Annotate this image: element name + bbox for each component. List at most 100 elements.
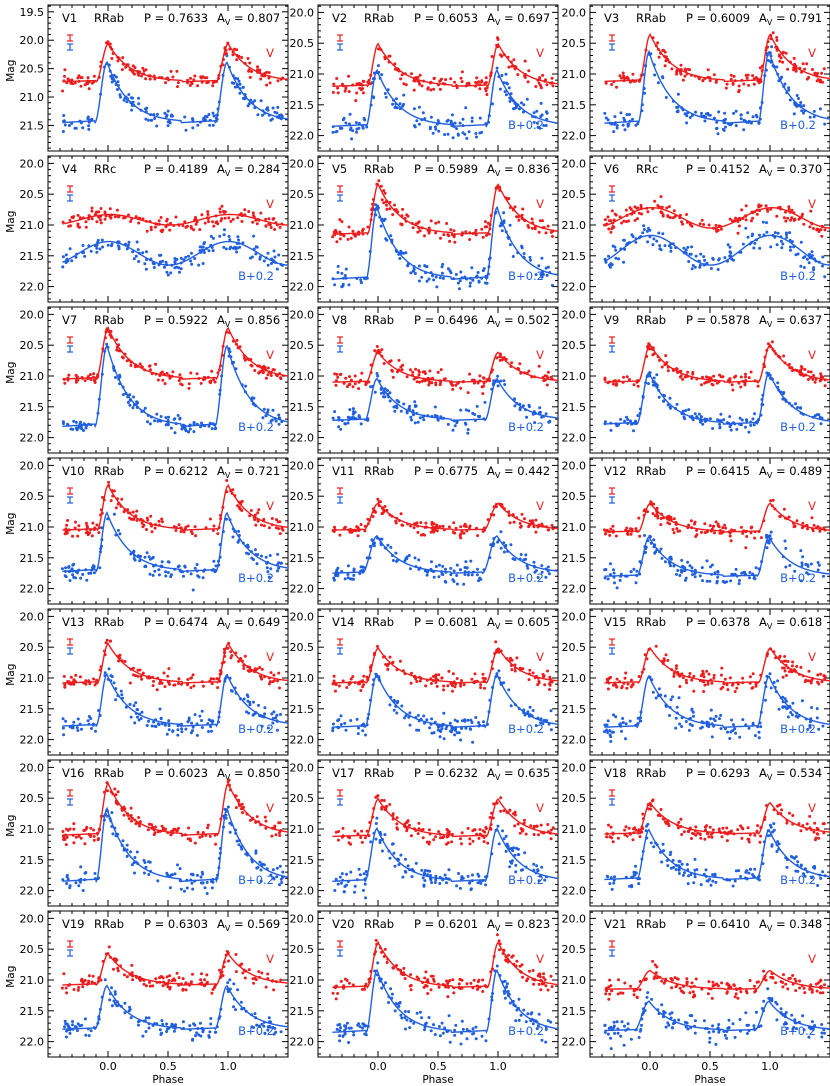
b-band-point [611, 244, 615, 248]
b-band-label: B+0.2 [780, 571, 816, 585]
b-band-point [84, 426, 88, 430]
b-band-point [499, 379, 503, 383]
b-band-point [126, 401, 130, 404]
y-tick-label: 20.5 [562, 339, 587, 352]
v-band-point [380, 512, 384, 516]
v-band-point [120, 497, 124, 501]
b-band-point [421, 111, 425, 115]
v-band-point [812, 374, 816, 377]
v-band-point [745, 76, 749, 80]
b-band-point [199, 425, 202, 429]
b-band-point [632, 429, 635, 433]
v-band-point [636, 384, 640, 388]
v-band-point [784, 219, 788, 223]
v-band-point [423, 234, 426, 238]
b-band-point [232, 81, 236, 85]
y-tick-label: 21.0 [20, 219, 45, 232]
v-band-point [149, 228, 153, 232]
y-tick-label: 21.5 [562, 401, 587, 414]
b-band-point [788, 98, 792, 102]
b-band-label: B+0.2 [508, 118, 544, 132]
b-band-point [502, 541, 506, 545]
y-tick-label: 20.0 [290, 6, 315, 19]
v-band-point [120, 68, 124, 72]
v-band-point [653, 199, 657, 203]
v-band-point [500, 54, 504, 58]
v-band-point [268, 81, 272, 85]
v-band-point [203, 221, 207, 225]
b-band-point [702, 255, 706, 259]
b-band-point [739, 117, 743, 121]
v-band-point [658, 358, 661, 362]
b-band-point [372, 544, 376, 548]
v-band-point [353, 382, 357, 386]
amplitude-label: AV = 0.697 [487, 11, 550, 27]
b-band-point [197, 263, 201, 267]
b-band-point [783, 82, 787, 86]
b-band-fit [604, 370, 830, 426]
star-id: V2 [332, 11, 347, 25]
v-band-point [530, 217, 534, 221]
b-band-point [808, 252, 811, 256]
v-band-point [212, 524, 216, 528]
b-band-point [792, 112, 796, 116]
b-band-point [273, 255, 277, 259]
v-band-point [97, 210, 101, 214]
v-band-point [266, 366, 270, 370]
b-band-point [395, 559, 398, 563]
b-band-point [383, 395, 387, 399]
v-band-point [92, 74, 96, 78]
v-band-point [332, 82, 336, 86]
v-band-point [176, 85, 179, 89]
v-band-point [534, 85, 538, 88]
v-band-point [705, 375, 708, 379]
v-band-point [784, 51, 788, 55]
b-band-point [118, 93, 122, 97]
v-band-point [604, 532, 607, 536]
b-band-point [795, 94, 799, 97]
v-band-point [421, 370, 425, 374]
b-band-point [409, 271, 413, 275]
v-band-point [510, 361, 514, 365]
b-band-point [431, 131, 435, 135]
v-band-point [468, 372, 472, 376]
b-band-point [500, 229, 504, 233]
y-tick-label: 20.0 [290, 157, 315, 170]
v-band-point [349, 378, 353, 382]
v-band-point [418, 73, 422, 77]
v-band-point [156, 378, 160, 382]
b-band-point [201, 262, 205, 265]
v-band-point [721, 526, 725, 530]
b-band-point [686, 560, 690, 564]
v-band-point [476, 381, 480, 385]
amplitude-label: AV = 0.807 [217, 11, 280, 27]
v-band-point [527, 69, 531, 73]
b-band-point [496, 540, 500, 544]
b-band-point [252, 396, 256, 400]
b-band-point [426, 570, 429, 574]
b-band-point [143, 406, 147, 410]
b-band-point [192, 421, 196, 425]
b-band-point [176, 565, 180, 569]
y-tick-label: 22.0 [562, 432, 587, 445]
v-band-point [753, 536, 757, 540]
b-band-point [68, 579, 72, 582]
v-band-point [480, 227, 484, 231]
b-band-point [464, 106, 468, 110]
b-band-point [464, 408, 468, 412]
b-band-point [189, 572, 193, 576]
v-band-point [164, 225, 168, 229]
b-band-point [769, 530, 773, 534]
v-band-point [421, 533, 425, 536]
v-band-point [220, 217, 224, 221]
b-band-point [190, 251, 193, 255]
y-axis-label: Mag [5, 362, 17, 384]
v-band-point [66, 78, 70, 81]
b-band-point [496, 374, 500, 378]
b-band-point [261, 113, 264, 117]
v-band-point [64, 532, 67, 536]
v-band-point [747, 376, 751, 380]
b-band-point [717, 110, 721, 114]
b-band-point [432, 575, 436, 579]
